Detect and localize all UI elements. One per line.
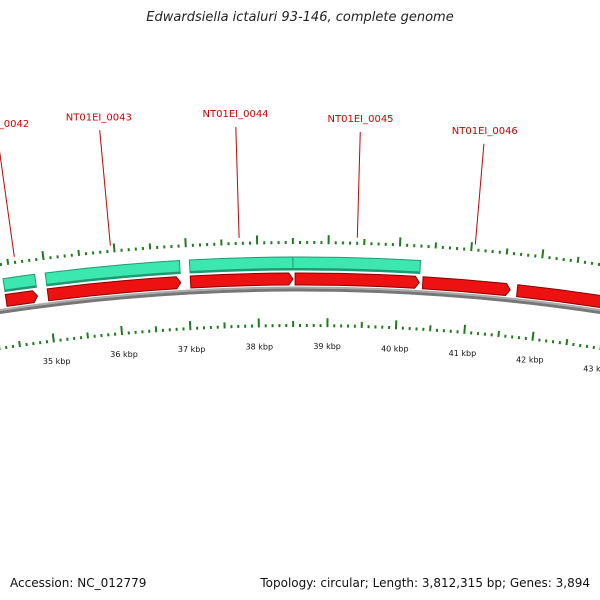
tick-label: 42 kbp	[516, 356, 544, 365]
tick-label-ring: 35 kbp 36 kbp 37 kbp 38 kbp 39 kbp 40 kbp 41 k…	[43, 342, 600, 374]
reverse-gene	[46, 276, 182, 302]
inner-tick	[463, 324, 467, 334]
tick-label: 36 kbp	[110, 350, 138, 359]
forward-gene	[44, 260, 181, 287]
tick-label: 38 kbp	[246, 342, 274, 351]
gene-label: NT01EI_0044	[203, 109, 269, 120]
outer-tick	[112, 243, 116, 253]
tick-label: 43 kbp	[583, 365, 600, 374]
map-title: Edwardsiella ictaluri 93-146, complete g…	[146, 10, 454, 25]
inner-tick	[497, 330, 500, 338]
gene-label-group: NT01EI_0042 NT01EI_0043 NT01EI_0044 NT01EI_…	[0, 109, 518, 257]
accession-text: Accession: NC_012779	[10, 576, 147, 590]
forward-gene-edge	[292, 268, 420, 274]
forward-strand-genes	[2, 256, 422, 293]
reverse-gene	[4, 290, 39, 307]
forward-gene-edge	[46, 271, 181, 286]
tick-label: 41 kbp	[449, 349, 477, 358]
gene-label-leader	[474, 143, 485, 245]
gene-label-leader	[356, 131, 361, 238]
gene-label-leader	[235, 126, 240, 238]
inner-tick	[120, 325, 124, 336]
backbone-highlight	[0, 286, 600, 312]
genome-summary-text: Topology: circular; Length: 3,812,315 bp…	[260, 576, 590, 590]
tick-label: 37 kbp	[178, 345, 206, 354]
inner-tick	[51, 333, 55, 343]
outer-tick	[576, 256, 580, 263]
backbone-line	[0, 288, 600, 315]
outer-tick	[470, 242, 473, 252]
gene-label-leader	[0, 150, 15, 257]
reverse-gene	[294, 272, 420, 289]
tick-label: 39 kbp	[313, 342, 341, 351]
tick-label: 40 kbp	[381, 344, 409, 353]
outer-tick-ring	[0, 235, 600, 266]
outer-tick	[41, 250, 45, 261]
inner-tick	[565, 338, 569, 346]
outer-tick	[77, 249, 81, 257]
reverse-gene	[515, 284, 600, 308]
reverse-strand-genes	[4, 272, 600, 308]
outer-tick	[541, 249, 545, 259]
gene-label: NT01EI_0046	[452, 126, 518, 137]
outer-tick	[6, 258, 10, 265]
gene-label: NT01EI_0043	[66, 112, 132, 123]
gene-label-leader	[99, 130, 111, 246]
gene-label: NT01EI_0042	[0, 119, 29, 130]
outer-tick	[505, 248, 509, 255]
reverse-gene	[421, 276, 511, 297]
tick-label: 35 kbp	[43, 357, 71, 366]
reverse-gene	[189, 272, 294, 289]
inner-tick	[18, 340, 21, 348]
inner-tick	[531, 331, 535, 341]
forward-gene-edge	[4, 285, 37, 292]
inner-tick	[86, 332, 89, 339]
inner-tick-ring	[0, 318, 600, 350]
genome-backbone	[0, 286, 600, 315]
gene-label: NT01EI_0045	[328, 114, 394, 125]
